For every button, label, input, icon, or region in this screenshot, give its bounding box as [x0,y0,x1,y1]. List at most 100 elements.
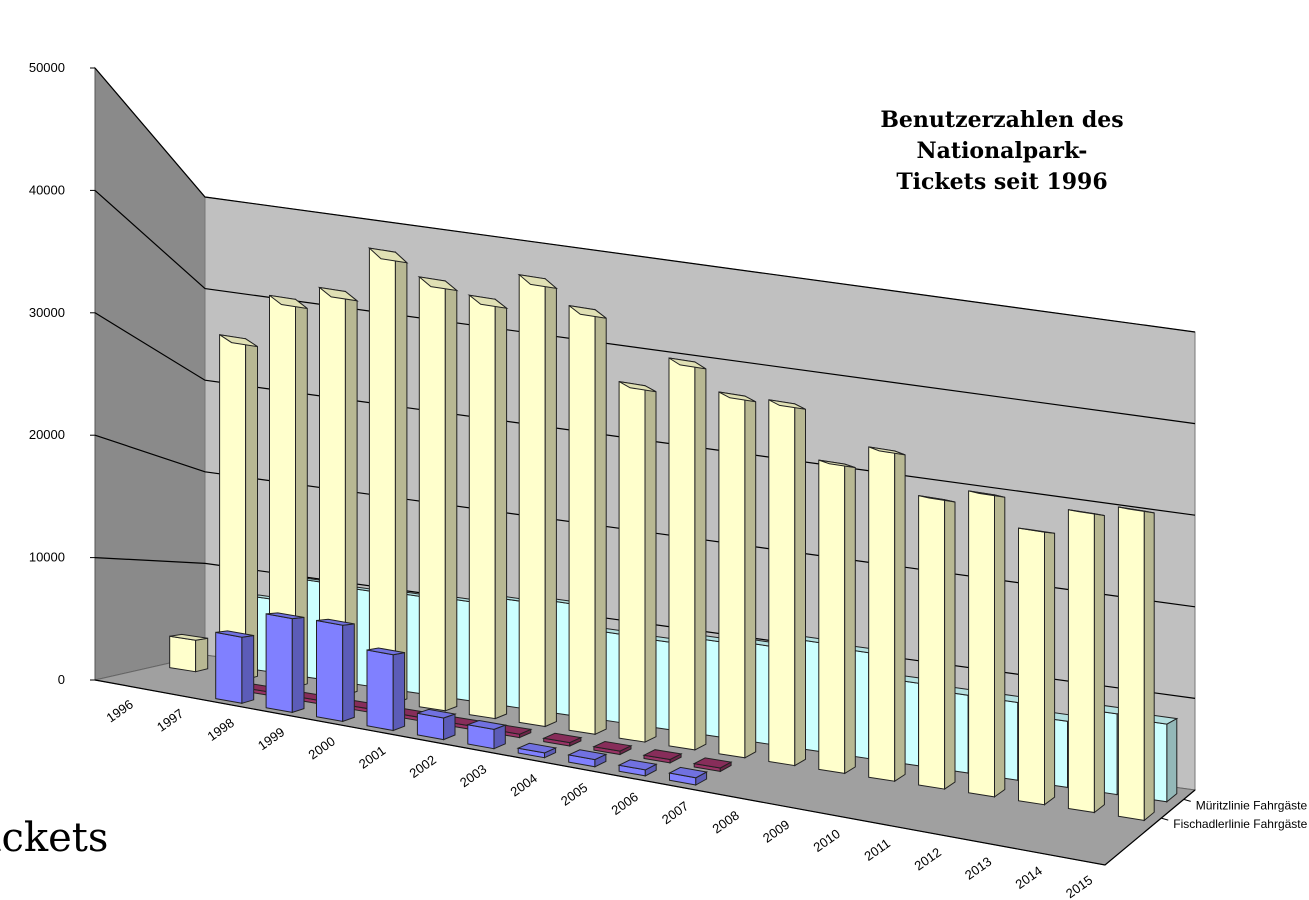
bar-s2-2001-front [418,276,446,712]
x-tick-label-1997: 1997 [154,706,186,735]
bar-s2-2004-top [568,305,607,319]
bar-s2-2002-front [468,294,496,720]
bar-s2-2000 [367,247,409,704]
bar-s2-2011-side [944,499,956,791]
bar-s2-2013 [1018,527,1056,806]
series-tick-1 [1183,798,1191,802]
bar-s2-2002 [467,294,509,720]
x-tick-label-2006: 2006 [609,789,641,818]
gridlines [94,67,1196,699]
bar-s2-2015 [1117,506,1155,822]
bar-s2-2001 [417,276,459,712]
bar-s2-2010-side [894,450,906,783]
bar-s1-2005-top [592,740,633,752]
bar-s0-1999-front [265,613,293,713]
bar-s2-2009 [818,459,856,775]
bar-s2-2007 [718,391,757,759]
bar-s2-2009-top [818,459,856,469]
chart-title-line-3: Tickets seit 1996 [896,169,1107,195]
x-tick-label-1998: 1998 [205,715,237,744]
x-tick-label-2000: 2000 [306,734,338,763]
bar-s2-2010-front [868,446,896,782]
bar-s2-1999 [317,286,359,696]
bar-s0-2005-top [567,749,608,761]
bar-s0-2004 [516,742,558,759]
bar-s0-2000-front [316,619,344,722]
bar-s2-2008-top [768,399,806,410]
chart-title-line-2: Nationalpark- [917,138,1088,164]
x-tick-label-2005: 2005 [558,780,590,809]
bar-s2-2006-side [694,361,707,751]
bar-s2-2013-front [1018,527,1045,806]
bar-s0-1998-side [241,634,255,704]
x-tick-label-2013: 2013 [962,854,994,883]
bar-s0-2007 [667,766,709,786]
bar-s2-2003-front [518,274,546,728]
series-tick-0 [1161,817,1169,821]
gridline-30000 [94,312,1196,516]
bar-s2-2009-front [818,459,846,774]
bar-s2-2000-side [394,251,408,704]
side-wall [94,66,206,681]
gridline-50000 [94,67,1196,333]
y-tick-label-30000: 30000 [29,305,65,320]
bar-s1-2006-top [642,749,683,761]
bar-s2-2012 [968,490,1006,798]
bar-s2-2001-top [417,276,459,292]
bar-s2-2014-front [1067,509,1095,814]
bar-s0-2003 [465,719,508,750]
bar-s2-1996-side [195,637,209,673]
bar-s2-2014-top [1068,509,1105,516]
bar-s0-2000 [316,618,355,723]
y-tick-label-50000: 50000 [29,60,65,75]
bar-s2-2014 [1067,509,1105,814]
y-tick-label-0: 0 [58,672,65,687]
x-tick-label-2012: 2012 [912,845,944,874]
bar-s2-2011-top [918,495,956,503]
bar-s0-2002 [416,708,457,741]
bar-s0-2001-top [366,647,405,656]
bar-s2-2012-top [968,490,1005,498]
bar-s2-2015-top [1118,506,1155,514]
bar-s2-2008-front [768,399,796,767]
x-tick-label-1996: 1996 [104,697,136,726]
bar-s0-1998 [215,630,255,704]
background-word: Tickets [0,815,140,861]
bar-s2-2006-top [668,357,707,370]
series-label-1: Müritzlinie Fahrgäste [1196,798,1308,812]
bar-s0-2000-top [316,618,355,626]
bar-s2-1996-top [169,633,208,641]
x-tick-label-2004: 2004 [508,771,540,800]
bar-s0-2001 [366,647,406,732]
y-tick-label-20000: 20000 [29,427,65,442]
bar-s2-2005-side [644,384,657,743]
x-axis-line [94,679,1196,866]
x-tick-label-2008: 2008 [710,808,742,837]
bar-s2-2005 [618,381,657,743]
bar-s2-2003-top [517,273,559,290]
bar-s3-2015-side [1166,717,1178,803]
bar-s2-1998 [269,294,308,688]
bar-s1-2004-top [541,732,583,744]
bar-s2-2003-side [544,277,557,728]
bar-s1-2005 [592,740,633,756]
bar-s0-1999-top [266,612,305,620]
bar-s2-2015-side [1143,510,1155,822]
bar-s0-2006 [617,759,658,777]
bar-s2-2009-side [844,463,856,775]
x-tick-label-2003: 2003 [457,761,489,790]
bar-s2-2002-side [494,298,508,720]
bar-s1-2007-top [692,757,733,769]
bar-s2-2008-side [794,403,806,767]
x-tick-label-2011: 2011 [861,836,893,864]
chart-title-line-1: Benutzerzahlen des [880,107,1123,133]
bar-s1-2007 [692,757,733,773]
bar-s2-2013-side [1044,531,1056,806]
bar-s2-2007-top [718,391,756,403]
bar-s0-2003-top [465,719,508,730]
x-tick-label-2015: 2015 [1063,872,1095,900]
bar-s0-2005 [567,749,608,768]
chart-title: Benutzerzahlen des Nationalpark- Tickets s… [880,107,1123,195]
bar-s2-2000-top [367,247,409,264]
